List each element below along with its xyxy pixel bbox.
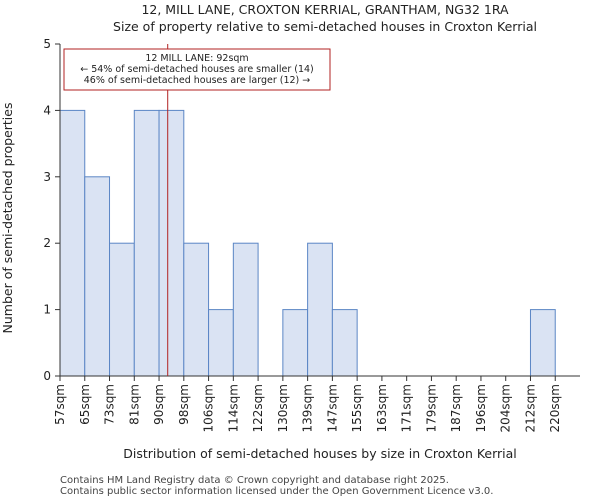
annotation-line-3: 46% of semi-detached houses are larger (…	[84, 75, 311, 86]
x-tick-label: 179sqm	[424, 384, 438, 432]
x-tick-label: 122sqm	[251, 384, 265, 432]
bar-65sqm	[84, 176, 111, 377]
y-tick-label: 0	[43, 369, 51, 383]
x-tick-label: 171sqm	[400, 384, 414, 432]
y-tick-label: 3	[43, 170, 51, 184]
bar-139sqm	[307, 242, 333, 377]
x-tick-label: 204sqm	[499, 384, 513, 432]
x-axis-label: Distribution of semi-detached houses by …	[123, 446, 517, 461]
x-tick-label: 81sqm	[127, 384, 141, 425]
bar-73sqm	[109, 242, 135, 377]
chart-title: 12, MILL LANE, CROXTON KERRIAL, GRANTHAM…	[141, 2, 509, 17]
x-tick-label: 139sqm	[301, 384, 315, 432]
x-tick-label: 73sqm	[103, 384, 117, 425]
x-tick-label: 98sqm	[177, 384, 191, 425]
x-tick-label: 212sqm	[523, 384, 537, 432]
y-axis-ticks: 0 1 2 3 4 5	[43, 37, 60, 383]
x-tick-label: 187sqm	[449, 384, 463, 432]
annotation-line-2: ← 54% of semi-detached houses are smalle…	[80, 64, 314, 75]
bar-212sqm	[529, 309, 556, 377]
bar-57sqm	[59, 109, 86, 377]
y-axis-label: Number of semi-detached properties	[0, 103, 15, 334]
x-tick-label: 57sqm	[53, 384, 67, 425]
bar-147sqm	[331, 309, 358, 377]
x-tick-label: 163sqm	[375, 384, 389, 432]
bar-106sqm	[208, 309, 234, 377]
x-tick-label: 196sqm	[474, 384, 488, 432]
bar-98sqm	[183, 242, 210, 377]
chart-subtitle: Size of property relative to semi-detach…	[113, 19, 537, 34]
x-tick-label: 90sqm	[152, 384, 166, 425]
x-tick-label: 147sqm	[325, 384, 339, 432]
bar-130sqm	[282, 309, 309, 377]
annotation-box: 12 MILL LANE: 92sqm ← 54% of semi-detach…	[63, 48, 331, 91]
x-tick-label: 114sqm	[226, 384, 240, 432]
x-tick-label: 65sqm	[78, 384, 92, 425]
annotation-frame	[63, 48, 331, 91]
annotation-line-1: 12 MILL LANE: 92sqm	[145, 53, 248, 64]
x-tick-label: 130sqm	[276, 384, 290, 432]
y-tick-label: 1	[43, 303, 51, 317]
y-tick-label: 4	[43, 103, 51, 117]
footer-line-1: Contains HM Land Registry data © Crown c…	[60, 475, 449, 486]
bars-group	[59, 109, 556, 377]
bar-81sqm	[133, 109, 160, 377]
bar-114sqm	[232, 242, 259, 377]
footer-line-2: Contains public sector information licen…	[60, 486, 493, 497]
x-tick-label: 106sqm	[202, 384, 216, 432]
x-tick-label: 155sqm	[350, 384, 364, 432]
x-tick-label: 220sqm	[548, 384, 562, 432]
x-axis-ticks: 57sqm 65sqm 73sqm 81sqm 90sqm 98sqm 106sqm 114s…	[53, 376, 562, 432]
y-tick-label: 2	[43, 236, 51, 250]
y-tick-label: 5	[43, 37, 51, 51]
bar-90sqm	[158, 109, 185, 377]
